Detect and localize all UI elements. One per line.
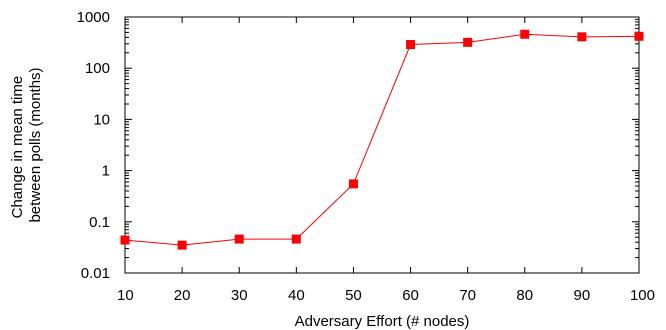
data-point-marker	[120, 235, 130, 245]
y-axis-ticks: 0.01 0.1 1 10 100 1000	[77, 9, 639, 282]
y-tick-label: 0.01	[81, 265, 110, 282]
x-axis-label: Adversary Effort (# nodes)	[295, 313, 470, 330]
x-tick-label: 50	[345, 287, 362, 304]
y-tick-label: 100	[85, 60, 110, 77]
x-tick-label: 80	[516, 287, 533, 304]
data-point-marker	[406, 40, 416, 50]
x-tick-label: 20	[174, 287, 191, 304]
data-point-marker	[520, 29, 530, 39]
x-tick-label: 30	[231, 287, 248, 304]
x-tick-label: 70	[459, 287, 476, 304]
x-tick-label: 40	[288, 287, 305, 304]
data-point-marker	[577, 32, 587, 42]
x-tick-label: 10	[117, 287, 134, 304]
y-axis-label-line-2: between polls (months)	[27, 67, 44, 222]
data-point-marker	[348, 179, 358, 189]
y-tick-label: 1000	[77, 9, 110, 26]
data-point-marker	[234, 234, 244, 244]
series-group	[120, 29, 644, 250]
x-tick-label: 100	[630, 287, 655, 304]
series-line	[124, 33, 640, 246]
x-tick-label: 60	[402, 287, 419, 304]
y-tick-label: 10	[93, 111, 110, 128]
plot-frame	[124, 16, 640, 274]
y-tick-label: 0.1	[89, 214, 110, 231]
y-axis-label: Change in mean time between polls (month…	[9, 67, 44, 222]
data-point-marker	[634, 31, 644, 41]
x-tick-label: 90	[574, 287, 591, 304]
data-point-marker	[177, 240, 187, 250]
data-point-marker	[291, 234, 301, 244]
x-axis-ticks: 10 20 30 40 50 60 70 80 90 100	[117, 17, 655, 304]
y-tick-label: 1	[102, 163, 110, 180]
y-axis-label-line-1: Change in mean time	[9, 76, 26, 219]
data-point-marker	[463, 37, 473, 47]
